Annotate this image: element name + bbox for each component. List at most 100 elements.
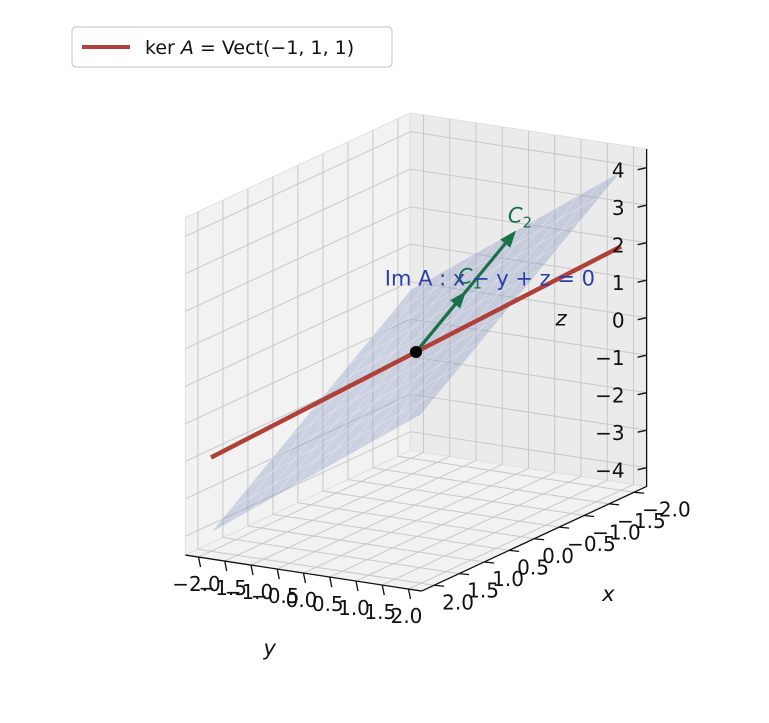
- plane-mesh-line: [378, 194, 580, 439]
- plane-mesh-line: [290, 316, 502, 436]
- y-tick: [250, 564, 254, 576]
- plane-mesh-line: [210, 289, 412, 533]
- grid-line-z-back: [410, 168, 647, 206]
- x-tick: [609, 503, 620, 506]
- grid-line-z-back: [410, 206, 647, 244]
- y-tick-label: 0.0: [286, 588, 318, 612]
- legend: ker A = Vect(−1, 1, 1): [71, 26, 393, 68]
- plane-mesh-line: [231, 277, 433, 521]
- z-tick-label: −4: [595, 459, 624, 483]
- legend-label-post: = Vect(−1, 1, 1): [194, 37, 354, 59]
- x-tick: [534, 538, 545, 541]
- y-tick: [355, 580, 359, 592]
- z-tick: [637, 242, 647, 246]
- plane-mesh-line: [270, 341, 482, 460]
- grid-lines: [185, 114, 647, 590]
- y-tick-label: −2.0: [172, 572, 221, 596]
- legend-label-kernel: ker A = Vect(−1, 1, 1): [145, 37, 354, 59]
- x-tick: [434, 584, 445, 587]
- legend-box: [71, 26, 393, 68]
- z-tick-label: 3: [612, 196, 625, 220]
- x-tick-label: 0.5: [517, 555, 549, 579]
- z-tick: [637, 317, 647, 321]
- grid-line-z-side: [185, 206, 411, 312]
- y-tick: [407, 588, 412, 600]
- y-tick-label: −0.5: [251, 584, 300, 608]
- grid-line-y-floor: [408, 483, 634, 590]
- grid-line-z-back: [410, 131, 647, 169]
- z-tick-label: −3: [595, 421, 624, 445]
- grid-line-y-floor: [303, 467, 529, 574]
- y-tick-label: 0.5: [312, 592, 344, 616]
- z-tick: [637, 429, 647, 433]
- z-tick: [637, 204, 647, 208]
- y-axis-label: y: [263, 636, 277, 660]
- plane-mesh-line: [210, 414, 422, 533]
- grid-line-y-floor: [329, 471, 555, 578]
- x-tick-label: −0.5: [567, 532, 616, 556]
- grid-line-y-floor: [382, 479, 608, 586]
- y-tick-label: 2.0: [391, 604, 423, 628]
- z-tick-label: 0: [612, 309, 625, 333]
- y-tick-label: 1.5: [364, 600, 396, 624]
- x-tick: [559, 526, 570, 529]
- legend-label-pre: ker: [145, 37, 181, 59]
- plane-mesh-line: [399, 183, 601, 427]
- grid-line-z-back: [410, 393, 647, 431]
- y-tick-label: −1.5: [198, 576, 247, 600]
- y-tick: [276, 568, 280, 580]
- vectors: [410, 230, 516, 358]
- vector-label-C1: C1: [458, 264, 482, 292]
- grid-line-y-floor: [355, 475, 582, 582]
- vector-label-main: C: [458, 264, 473, 288]
- y-tick: [381, 584, 385, 596]
- y-tick: [302, 572, 307, 584]
- grid-line-y-floor: [198, 451, 424, 558]
- grid-line-z-back: [410, 281, 647, 319]
- grid-line-y-floor: [277, 463, 503, 570]
- z-axis-label: z: [555, 307, 568, 331]
- z-tick: [637, 354, 647, 358]
- z-tick-label: 4: [612, 159, 625, 183]
- axes: −4−3−2−101234−2.0−1.5−1.0−0.50.00.51.01.…: [172, 148, 691, 660]
- vector-label-sub: 2: [523, 214, 533, 232]
- grid-line-z-back: [410, 243, 647, 281]
- y-tick-label: −1.0: [225, 580, 274, 604]
- plane-mesh-line: [250, 365, 462, 485]
- z-tick: [637, 467, 647, 471]
- x-tick-label: −2.0: [642, 497, 691, 521]
- x-axis-label: x: [601, 582, 615, 606]
- vector-label-sub: 1: [473, 274, 483, 292]
- z-tick-label: −1: [595, 346, 624, 370]
- x-tick-label: 2.0: [442, 590, 474, 614]
- y-tick: [329, 576, 333, 588]
- vector-C2-head: [500, 230, 516, 248]
- x-tick-label: 0.0: [542, 544, 574, 568]
- vector-C2-shaft: [414, 242, 507, 354]
- grid-line-z-side: [185, 168, 411, 275]
- plane-mesh-line: [230, 389, 442, 509]
- z-tick-label: 2: [612, 234, 625, 258]
- z-tick: [637, 279, 647, 283]
- grid-line-z-back: [410, 431, 647, 469]
- z-tick: [637, 392, 647, 396]
- grid-line-z-side: [185, 131, 411, 237]
- grid-line-z-side: [185, 243, 411, 350]
- grid-line-z-side: [185, 393, 411, 500]
- plane-mesh-line: [420, 171, 622, 415]
- x-tick-label: 1.0: [492, 567, 524, 591]
- x-tick-label: −1.5: [617, 509, 666, 533]
- x-tick-label: −1.0: [592, 521, 641, 545]
- x-tick: [584, 514, 595, 518]
- grid-line-y-floor: [250, 459, 477, 566]
- legend-label-var: A: [179, 37, 194, 59]
- y-tick: [224, 560, 228, 572]
- x-tick: [459, 572, 470, 576]
- vector-label-C2: C2: [508, 204, 532, 232]
- grid-line-z-side: [185, 281, 411, 387]
- vector-label-main: C: [508, 204, 523, 228]
- y-tick: [197, 556, 202, 568]
- grid-line-y-floor: [224, 455, 450, 562]
